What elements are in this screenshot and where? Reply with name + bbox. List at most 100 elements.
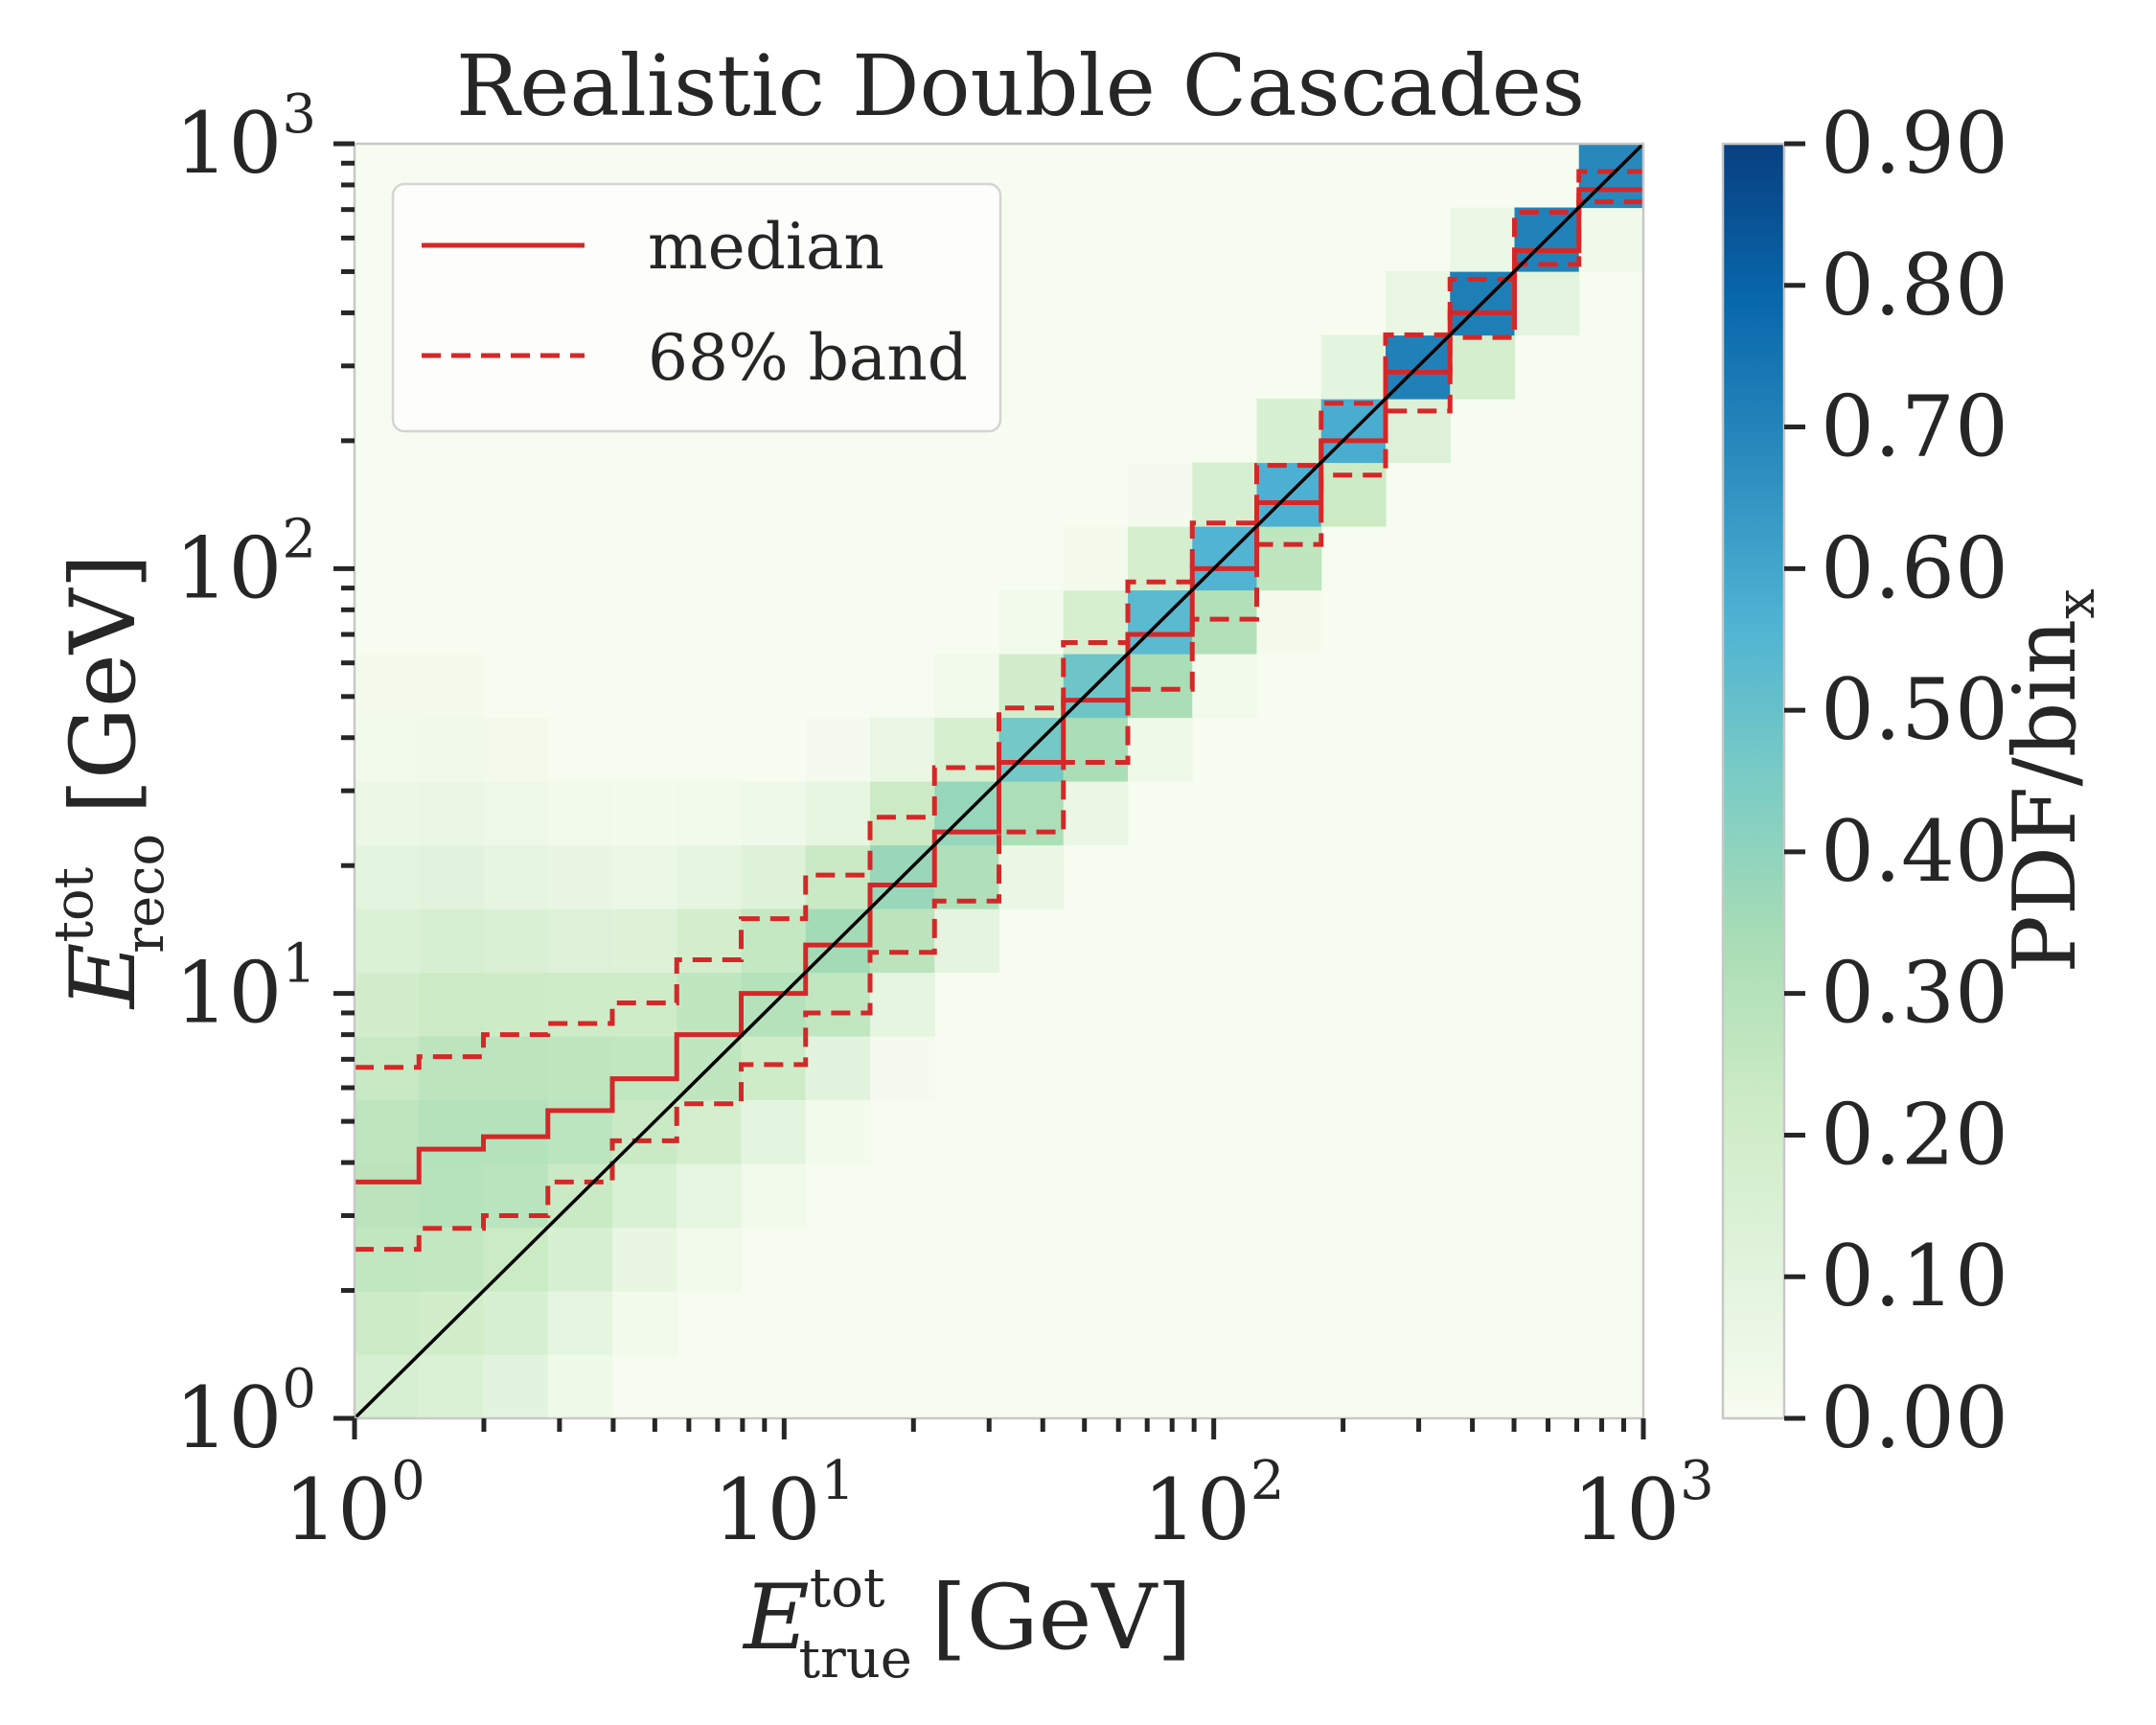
heatmap-cell — [483, 908, 549, 974]
colorbar-label-main: PDF/bin — [1995, 619, 2096, 974]
band-high-line — [355, 169, 1643, 1070]
heatmap-cell — [1320, 334, 1387, 400]
x-axis-label-subscript: true — [798, 1628, 911, 1690]
heatmap-cell — [870, 781, 935, 846]
heatmap-cell — [677, 972, 743, 1037]
x-tick-label: 101 — [714, 1450, 856, 1559]
colorbar-gradient — [1721, 142, 1786, 1420]
x-tick-label: 102 — [1143, 1450, 1285, 1559]
heatmap-cell — [1128, 654, 1193, 719]
heatmap-cell — [1192, 589, 1258, 655]
heatmap-cell — [805, 1099, 871, 1164]
heatmap-cell — [612, 1227, 677, 1292]
heatmap-cell — [741, 1163, 807, 1229]
x-axis-label: Etot true [GeV] — [742, 1557, 1192, 1690]
heatmap-cell — [1386, 399, 1451, 464]
heatmap-cell — [612, 908, 677, 974]
heatmap-cell — [870, 908, 935, 974]
heatmap-cell — [419, 908, 485, 974]
heatmap-cell — [677, 1099, 743, 1164]
y-tick-label: 100 — [174, 1358, 316, 1467]
legend-band-label: 68% band — [648, 321, 968, 395]
heatmap-cell — [1256, 526, 1322, 591]
y-axis-label-subscript: reco — [114, 834, 176, 954]
heatmap-cell — [612, 1291, 677, 1356]
heatmap-cell — [998, 781, 1065, 846]
heatmap-cell — [483, 1291, 549, 1356]
heatmap-cell — [612, 781, 677, 846]
y-axis-label: Etot reco [GeV] — [43, 554, 176, 1010]
colorbar-label: PDF/binx — [1995, 588, 2107, 973]
heatmap-cell — [1063, 526, 1129, 591]
heatmap-cell — [934, 844, 1000, 909]
colorbar-tick-label: 0.80 — [1821, 236, 2008, 334]
y-tick-label: 101 — [174, 933, 316, 1043]
heatmap-cell — [355, 1227, 420, 1292]
colorbar-tick-label: 0.40 — [1821, 802, 2008, 901]
diagonal-line — [353, 142, 1645, 1420]
heatmap-cell — [1192, 654, 1258, 719]
heatmap-cell — [355, 1163, 420, 1229]
heatmap-cell — [419, 1354, 485, 1419]
heatmap-cell — [547, 908, 613, 974]
y-tick-label: 103 — [174, 83, 316, 193]
median-line — [355, 187, 1643, 1184]
heatmap-cell — [1320, 462, 1387, 527]
heatmap-cell — [612, 844, 677, 909]
heatmap-cell — [1128, 462, 1193, 527]
colorbar-tick-label: 0.10 — [1821, 1227, 2008, 1325]
heatmap-cell — [483, 781, 549, 846]
heatmap-cell — [1192, 462, 1258, 527]
heatmap-cell — [870, 1036, 935, 1101]
heatmap-cell — [547, 781, 613, 846]
heatmap-cell — [1256, 399, 1322, 464]
plot-frame — [353, 142, 1645, 1420]
heatmap-cell — [483, 1354, 549, 1419]
chart-title: Realistic Double Cascades — [456, 36, 1585, 135]
heatmap-cell — [805, 1036, 871, 1101]
heatmap-cell — [419, 972, 485, 1037]
heatmap-cell — [998, 589, 1065, 655]
x-axis-label-symbol: E — [742, 1566, 810, 1670]
heatmap-cell — [677, 908, 743, 974]
y-axis-label-symbol: E — [52, 943, 156, 1011]
heatmap-cell — [1450, 334, 1516, 400]
heatmap-cell — [1450, 207, 1516, 272]
heatmap-cell — [677, 1163, 743, 1229]
heatmap-cell — [1063, 781, 1129, 846]
y-axis-label-superscript: tot — [43, 866, 105, 942]
heatmap-cell — [934, 654, 1000, 719]
heatmap-cell — [419, 1099, 485, 1164]
legend: median 68% band — [391, 182, 1002, 433]
x-tick-label: 100 — [284, 1450, 425, 1559]
heatmap-cell — [547, 1291, 613, 1356]
heatmap-cell — [355, 1099, 420, 1164]
heatmap-cell — [934, 717, 1000, 782]
heatmap-cell — [547, 844, 613, 909]
heatmap-cell — [870, 972, 935, 1037]
heatmap-cell — [547, 1227, 613, 1292]
colorbar-tick-label: 0.90 — [1821, 94, 2008, 193]
heatmap-cell — [355, 1291, 420, 1356]
heatmap-cell — [677, 781, 743, 846]
heatmap-cell — [934, 908, 1000, 974]
heatmap-cell — [419, 1036, 485, 1101]
heatmap-cell — [741, 844, 807, 909]
heatmap-cell — [355, 654, 420, 719]
legend-median-label: median — [648, 210, 884, 284]
heatmap-cell — [612, 1163, 677, 1229]
x-axis-label-unit: [GeV] — [931, 1566, 1192, 1670]
heatmap-cell — [419, 1163, 485, 1229]
heatmap-cell — [1063, 717, 1129, 782]
heatmap-cell — [1386, 271, 1451, 336]
heatmap-cell — [805, 781, 871, 846]
colorbar-tick-label: 0.00 — [1821, 1368, 2008, 1467]
heatmap-cell — [547, 1036, 613, 1101]
heatmap-cell — [612, 1036, 677, 1101]
heatmap-cell — [483, 1163, 549, 1229]
heatmap-cell — [741, 1036, 807, 1101]
colorbar-tick-label: 0.60 — [1821, 518, 2008, 617]
heatmap-cell — [355, 844, 420, 909]
colorbar-tick-label: 0.30 — [1821, 944, 2008, 1043]
y-axis-label-unit: [GeV] — [52, 554, 156, 815]
